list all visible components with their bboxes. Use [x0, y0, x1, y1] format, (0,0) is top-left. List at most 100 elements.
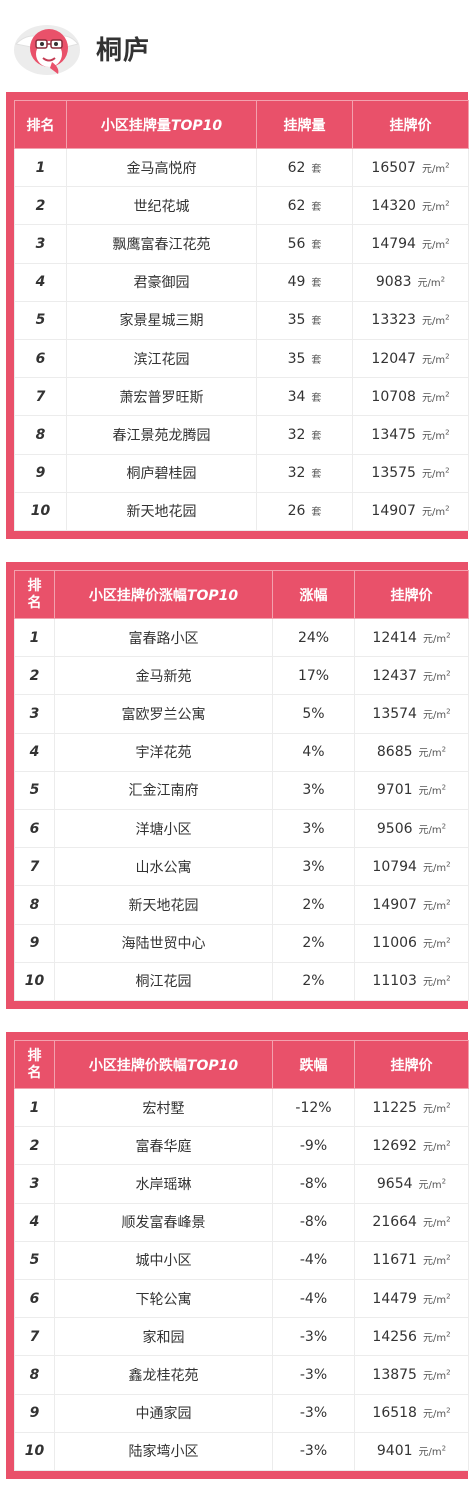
price-header: 挂牌价	[352, 100, 469, 149]
rank-cell: 10	[14, 491, 67, 531]
listing-count-cell: 35 套	[256, 338, 353, 379]
count-unit: 套	[311, 239, 322, 251]
change-cell: 3%	[272, 808, 355, 849]
community-name: 春江景苑龙腾园	[66, 415, 257, 455]
price-unit: 元/m2	[422, 1368, 451, 1382]
listing-count-section: 排名 小区挂牌量TOP10 挂牌量 挂牌价 1 金马高悦府 62 套 16507 元/m2…	[6, 92, 469, 539]
community-name: 山水公寓	[54, 847, 273, 887]
price-unit: 元/m2	[421, 199, 450, 213]
change-cell: 3%	[272, 847, 355, 887]
price-header: 挂牌价	[354, 570, 469, 619]
price-unit: 元/m2	[418, 745, 447, 760]
community-name: 君豪御园	[66, 262, 257, 302]
community-name: 陆家塆小区	[54, 1431, 273, 1471]
rank-header: 排名	[14, 1040, 55, 1089]
price-unit: 元/m2	[421, 504, 450, 519]
rank-cell: 8	[14, 415, 67, 455]
price-cell: 12047 元/m2	[352, 338, 469, 379]
table-row: 9 海陆世贸中心 2% 11006 元/m2	[14, 923, 469, 963]
rank-cell: 3	[14, 224, 67, 264]
community-name: 富春华庭	[54, 1126, 273, 1166]
price-cell: 12437 元/m2	[354, 656, 469, 696]
community-name: 新天地花园	[54, 885, 273, 925]
count-unit: 套	[311, 354, 322, 366]
rank-cell: 6	[14, 1278, 55, 1319]
table-row: 8 新天地花园 2% 14907 元/m2	[14, 885, 469, 925]
price-drop-table: 排名 小区挂牌价跌幅TOP10 跌幅 挂牌价 1 宏村墅 -12% 11225 元/m2…	[14, 1040, 469, 1471]
table-row: 10 桐江花园 2% 11103 元/m2	[14, 961, 469, 1001]
price-cell: 9083 元/m2	[352, 262, 469, 302]
listing-count-cell: 62 套	[256, 147, 353, 188]
table-row: 2 金马新苑 17% 12437 元/m2	[14, 656, 469, 696]
price-unit: 元/m2	[421, 314, 450, 328]
table-header-row: 排名 小区挂牌价跌幅TOP10 跌幅 挂牌价	[14, 1040, 469, 1089]
count-unit: 套	[311, 392, 322, 404]
community-name: 世纪花城	[66, 186, 257, 226]
table-header-row: 排名 小区挂牌量TOP10 挂牌量 挂牌价	[14, 100, 469, 149]
table-row: 6 洋塘小区 3% 9506 元/m2	[14, 808, 469, 849]
rank-cell: 6	[14, 338, 67, 379]
rank-cell: 2	[14, 656, 55, 696]
rank-cell: 5	[14, 1240, 55, 1280]
rank-cell: 8	[14, 885, 55, 925]
price-unit: 元/m2	[421, 237, 450, 251]
count-unit: 套	[311, 278, 322, 290]
rank-cell: 10	[14, 1431, 55, 1471]
price-cell: 13575 元/m2	[352, 453, 469, 493]
rank-cell: 5	[14, 300, 67, 340]
price-cell: 11671 元/m2	[354, 1240, 469, 1280]
rank-cell: 1	[14, 147, 67, 188]
community-name: 城中小区	[54, 1240, 273, 1280]
community-name: 下轮公寓	[54, 1278, 273, 1319]
rank-cell: 1	[14, 1087, 55, 1128]
community-name: 顺发富春峰景	[54, 1202, 273, 1242]
price-unit: 元/m2	[418, 1444, 447, 1459]
table-row: 4 君豪御园 49 套 9083 元/m2	[14, 262, 469, 302]
change-cell: -12%	[272, 1087, 355, 1128]
table-row: 8 鑫龙桂花苑 -3% 13875 元/m2	[14, 1355, 469, 1395]
price-unit: 元/m2	[422, 898, 451, 912]
community-name: 新天地花园	[66, 491, 257, 531]
change-cell: -3%	[272, 1355, 355, 1395]
listing-count-cell: 62 套	[256, 186, 353, 226]
listing-count-cell: 49 套	[256, 262, 353, 302]
listing-count-cell: 26 套	[256, 491, 353, 531]
price-cell: 21664 元/m2	[354, 1202, 469, 1242]
rank-cell: 1	[14, 617, 55, 658]
table-row: 9 中通家园 -3% 16518 元/m2	[14, 1393, 469, 1433]
table-row: 10 陆家塆小区 -3% 9401 元/m2	[14, 1431, 469, 1471]
table-row: 3 飘鹰富春江花苑 56 套 14794 元/m2	[14, 224, 469, 264]
price-unit: 元/m2	[421, 466, 450, 481]
listing-count-cell: 34 套	[256, 377, 353, 417]
rank-cell: 3	[14, 1164, 55, 1204]
community-name: 萧宏普罗旺斯	[66, 377, 257, 417]
change-cell: -9%	[272, 1126, 355, 1166]
change-cell: 24%	[272, 617, 355, 658]
price-cell: 11225 元/m2	[354, 1087, 469, 1128]
change-cell: -3%	[272, 1431, 355, 1471]
price-header: 挂牌价	[354, 1040, 469, 1089]
price-cell: 11103 元/m2	[354, 961, 469, 1001]
rank-cell: 4	[14, 732, 55, 772]
page-header: 桐庐	[0, 0, 474, 92]
table-row: 9 桐庐碧桂园 32 套 13575 元/m2	[14, 453, 469, 493]
table-row: 1 富春路小区 24% 12414 元/m2	[14, 617, 469, 658]
count-header: 挂牌量	[256, 100, 353, 149]
price-cell: 14320 元/m2	[352, 186, 469, 226]
price-cell: 14907 元/m2	[354, 885, 469, 925]
community-name: 宇洋花苑	[54, 732, 273, 772]
price-unit: 元/m2	[422, 974, 451, 989]
table-row: 4 宇洋花苑 4% 8685 元/m2	[14, 732, 469, 772]
price-cell: 16507 元/m2	[352, 147, 469, 188]
price-cell: 9701 元/m2	[354, 770, 469, 810]
community-name: 富春路小区	[54, 617, 273, 658]
community-name: 飘鹰富春江花苑	[66, 224, 257, 264]
change-cell: -3%	[272, 1317, 355, 1357]
community-header: 小区挂牌价涨幅TOP10	[54, 570, 273, 619]
price-cell: 12414 元/m2	[354, 617, 469, 658]
price-unit: 元/m2	[418, 784, 447, 798]
price-unit: 元/m2	[422, 1292, 451, 1306]
price-cell: 9401 元/m2	[354, 1431, 469, 1471]
count-unit: 套	[311, 469, 322, 481]
rank-cell: 2	[14, 186, 67, 226]
